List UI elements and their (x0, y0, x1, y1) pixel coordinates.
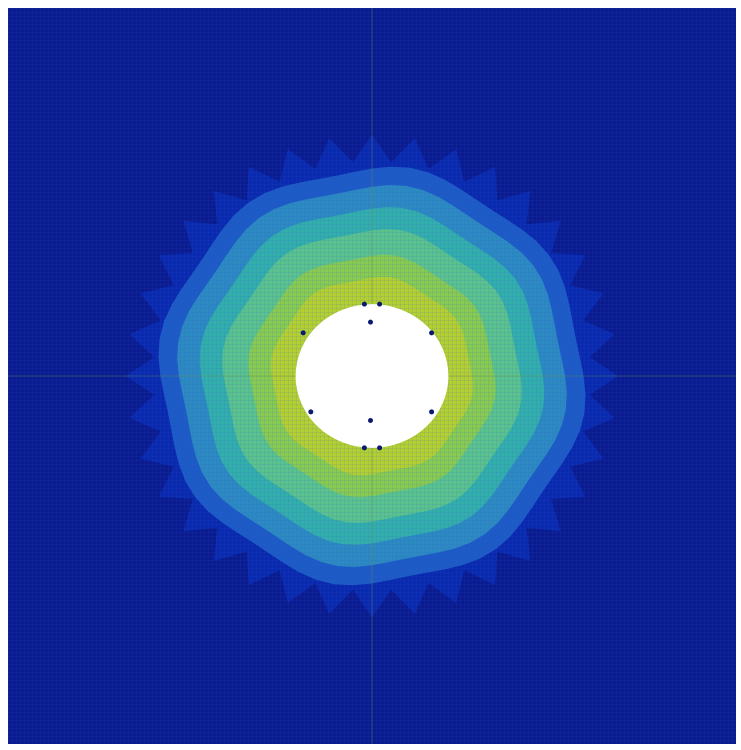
hole-edge-markers (300, 301, 435, 451)
hole-marker-5 (368, 319, 373, 325)
hole-marker-2 (429, 330, 435, 336)
hole-marker-8 (377, 301, 383, 307)
hole-marker-1 (300, 330, 306, 336)
hole-marker-4 (429, 409, 435, 415)
hole-marker-10 (377, 445, 383, 451)
central-hole (295, 304, 449, 448)
hole-marker-3 (308, 409, 314, 415)
hole-marker-9 (361, 445, 367, 451)
hole-marker-7 (361, 301, 367, 307)
hole-marker-6 (368, 418, 373, 423)
